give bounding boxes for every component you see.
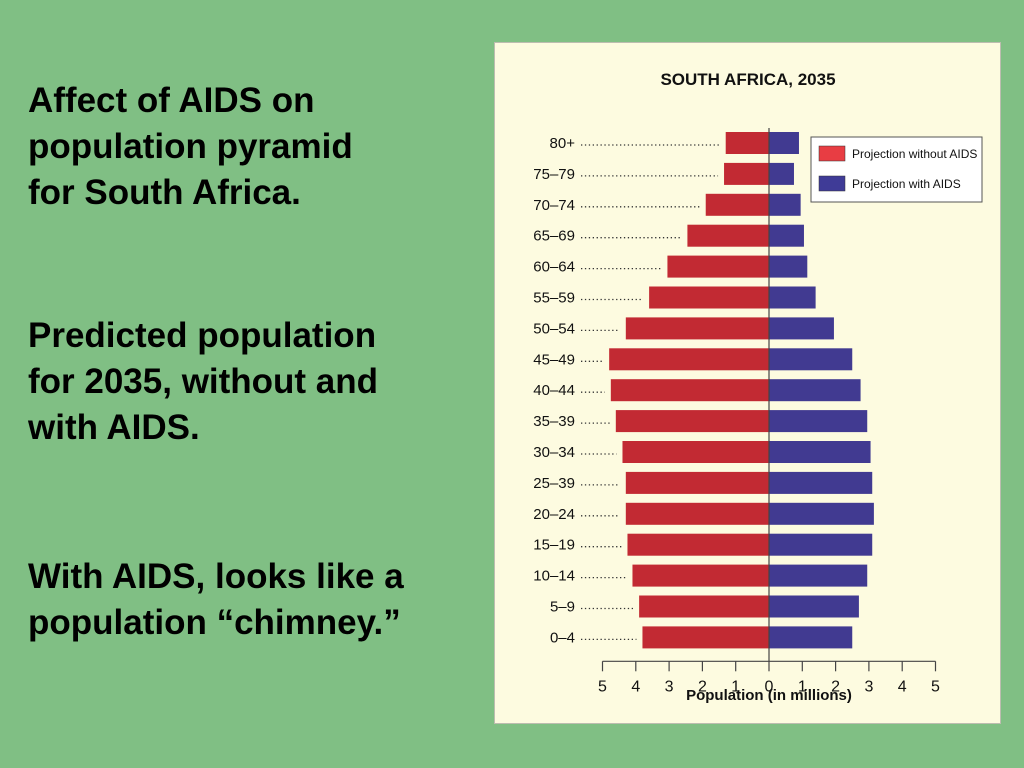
- slide-text-chimney: With AIDS, looks like a population “chim…: [28, 554, 404, 646]
- bar-with-aids: [769, 502, 874, 525]
- age-group-label: 65–69: [533, 228, 575, 245]
- age-group-label: 50–54: [533, 320, 575, 337]
- bar-without-aids: [622, 441, 769, 463]
- bar-without-aids: [642, 626, 769, 649]
- text-line: population pyramid: [28, 127, 353, 166]
- bar-without-aids: [625, 471, 769, 494]
- bar-without-aids: [687, 224, 769, 247]
- chart-panel: SOUTH AFRICA, 2035 80+ 75–79 70–74 65–69 60–…: [494, 42, 1001, 724]
- x-tick-label: 4: [898, 678, 907, 695]
- age-group-label: 60–64: [533, 259, 575, 276]
- bar-with-aids: [769, 595, 859, 618]
- age-group-label: 30–34: [533, 444, 575, 461]
- legend-label-with-aids: Projection with AIDS: [852, 177, 961, 191]
- slide-text-prediction: Predicted population for 2035, without a…: [28, 313, 378, 451]
- leader-dots: [581, 144, 720, 641]
- bar-without-aids: [632, 564, 769, 587]
- bar-with-aids: [769, 162, 794, 185]
- bar-with-aids: [769, 441, 871, 463]
- text-line: With AIDS, looks like a: [28, 557, 404, 596]
- x-tick-label: 5: [931, 678, 940, 695]
- bar-with-aids: [769, 471, 873, 494]
- bar-without-aids: [649, 286, 769, 309]
- bar-with-aids: [769, 224, 804, 247]
- x-tick-label: 4: [631, 678, 640, 695]
- x-tick-label: 5: [598, 678, 607, 695]
- bar-with-aids: [769, 132, 799, 154]
- bar-without-aids: [639, 595, 769, 618]
- bar-with-aids: [769, 410, 868, 433]
- bar-with-aids: [769, 564, 868, 587]
- text-line: for South Africa.: [28, 173, 301, 212]
- legend-swatch-without-aids: [818, 145, 846, 162]
- age-group-label: 70–74: [533, 197, 575, 214]
- legend: Projection without AIDS Projection with …: [810, 136, 983, 203]
- age-group-label: 80+: [550, 135, 576, 152]
- bar-with-aids: [769, 193, 801, 216]
- x-axis: 5 4 3 2 1 0 1 2 3 4 5: [598, 128, 940, 695]
- age-group-label: 25–39: [533, 475, 575, 492]
- age-group-label: 20–24: [533, 506, 575, 523]
- bar-with-aids: [769, 255, 808, 278]
- age-group-label: 10–14: [533, 568, 575, 585]
- bar-with-aids: [769, 533, 873, 556]
- x-tick-label: 2: [831, 678, 840, 695]
- x-tick-label: 3: [864, 678, 873, 695]
- text-line: population “chimney.”: [28, 603, 401, 642]
- x-tick-label: 0: [765, 678, 774, 695]
- age-group-label: 0–4: [550, 629, 575, 646]
- bar-without-aids: [615, 410, 769, 433]
- text-line: for 2035, without and: [28, 362, 379, 401]
- legend-label-without-aids: Projection without AIDS: [852, 147, 977, 161]
- age-group-label: 35–39: [533, 413, 575, 430]
- age-group-label: 45–49: [533, 351, 575, 368]
- text-line: Affect of AIDS on: [28, 81, 315, 120]
- chart-title: SOUTH AFRICA, 2035: [660, 70, 835, 89]
- bar-without-aids: [725, 132, 769, 154]
- bar-without-aids: [625, 317, 769, 340]
- age-group-label: 55–59: [533, 290, 575, 307]
- slide-text-heading: Affect of AIDS on population pyramid for…: [28, 78, 353, 216]
- bar-without-aids: [625, 502, 769, 525]
- bar-without-aids: [705, 193, 769, 216]
- bars: [609, 132, 874, 649]
- bar-without-aids: [724, 162, 769, 185]
- bar-without-aids: [609, 348, 769, 371]
- x-axis-title: Population (in millions): [686, 687, 852, 704]
- bar-with-aids: [769, 317, 834, 340]
- bar-without-aids: [627, 533, 769, 556]
- bar-with-aids: [769, 348, 853, 371]
- age-group-label: 40–44: [533, 382, 575, 399]
- age-group-label: 15–19: [533, 537, 575, 554]
- bar-with-aids: [769, 286, 816, 309]
- x-tick-label: 3: [665, 678, 674, 695]
- bar-without-aids: [667, 255, 769, 278]
- text-line: with AIDS.: [28, 408, 200, 447]
- legend-swatch-with-aids: [818, 175, 846, 192]
- age-group-label: 5–9: [550, 599, 575, 616]
- x-tick-label: 1: [731, 678, 740, 695]
- text-line: Predicted population: [28, 316, 377, 355]
- age-group-label: 75–79: [533, 166, 575, 183]
- bar-with-aids: [769, 379, 861, 402]
- bar-without-aids: [610, 379, 769, 402]
- x-tick-label: 2: [698, 678, 707, 695]
- population-pyramid-chart: SOUTH AFRICA, 2035 80+ 75–79 70–74 65–69 60–…: [533, 70, 983, 704]
- bar-with-aids: [769, 626, 853, 649]
- category-labels: 80+ 75–79 70–74 65–69 60–64 55–59 50–54 45–49 40…: [533, 135, 575, 646]
- x-tick-label: 1: [798, 678, 807, 695]
